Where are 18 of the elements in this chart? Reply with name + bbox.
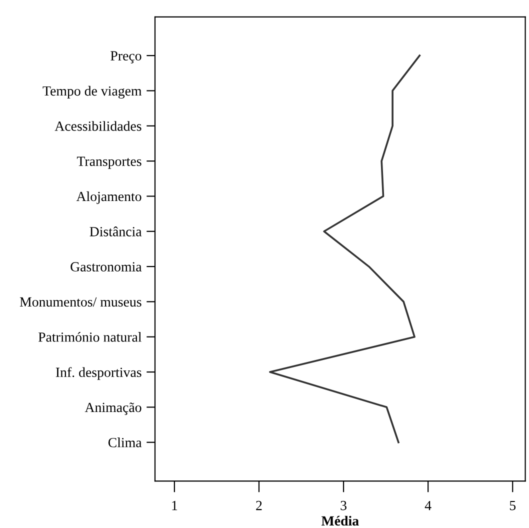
y-tick-label: Tempo de viagem — [42, 86, 142, 99]
x-tick-label: 2 — [256, 500, 262, 510]
y-tick-label: Distância — [90, 226, 142, 236]
y-tick-label: Monumentos/ museus — [20, 297, 142, 307]
y-tick-label: Inf. desportivas — [56, 367, 142, 380]
x-tick-label: 4 — [424, 500, 432, 510]
y-tick-label: Clima — [108, 438, 142, 448]
x-tick-label: 3 — [340, 500, 346, 510]
y-tick-label: Animação — [84, 402, 142, 415]
x-tick-label: 1 — [172, 500, 178, 510]
x-axis-title: Média — [321, 516, 359, 526]
y-tick-label: Preço — [110, 51, 142, 64]
y-tick-label: Património natural — [38, 332, 142, 342]
y-tick-label: Gastronomia — [70, 262, 142, 272]
y-tick-label: Acessibilidades — [54, 121, 142, 131]
x-tick-label: 5 — [510, 500, 516, 510]
y-tick-label: Alojamento — [76, 191, 142, 204]
y-tick-label: Transportes — [76, 156, 142, 169]
